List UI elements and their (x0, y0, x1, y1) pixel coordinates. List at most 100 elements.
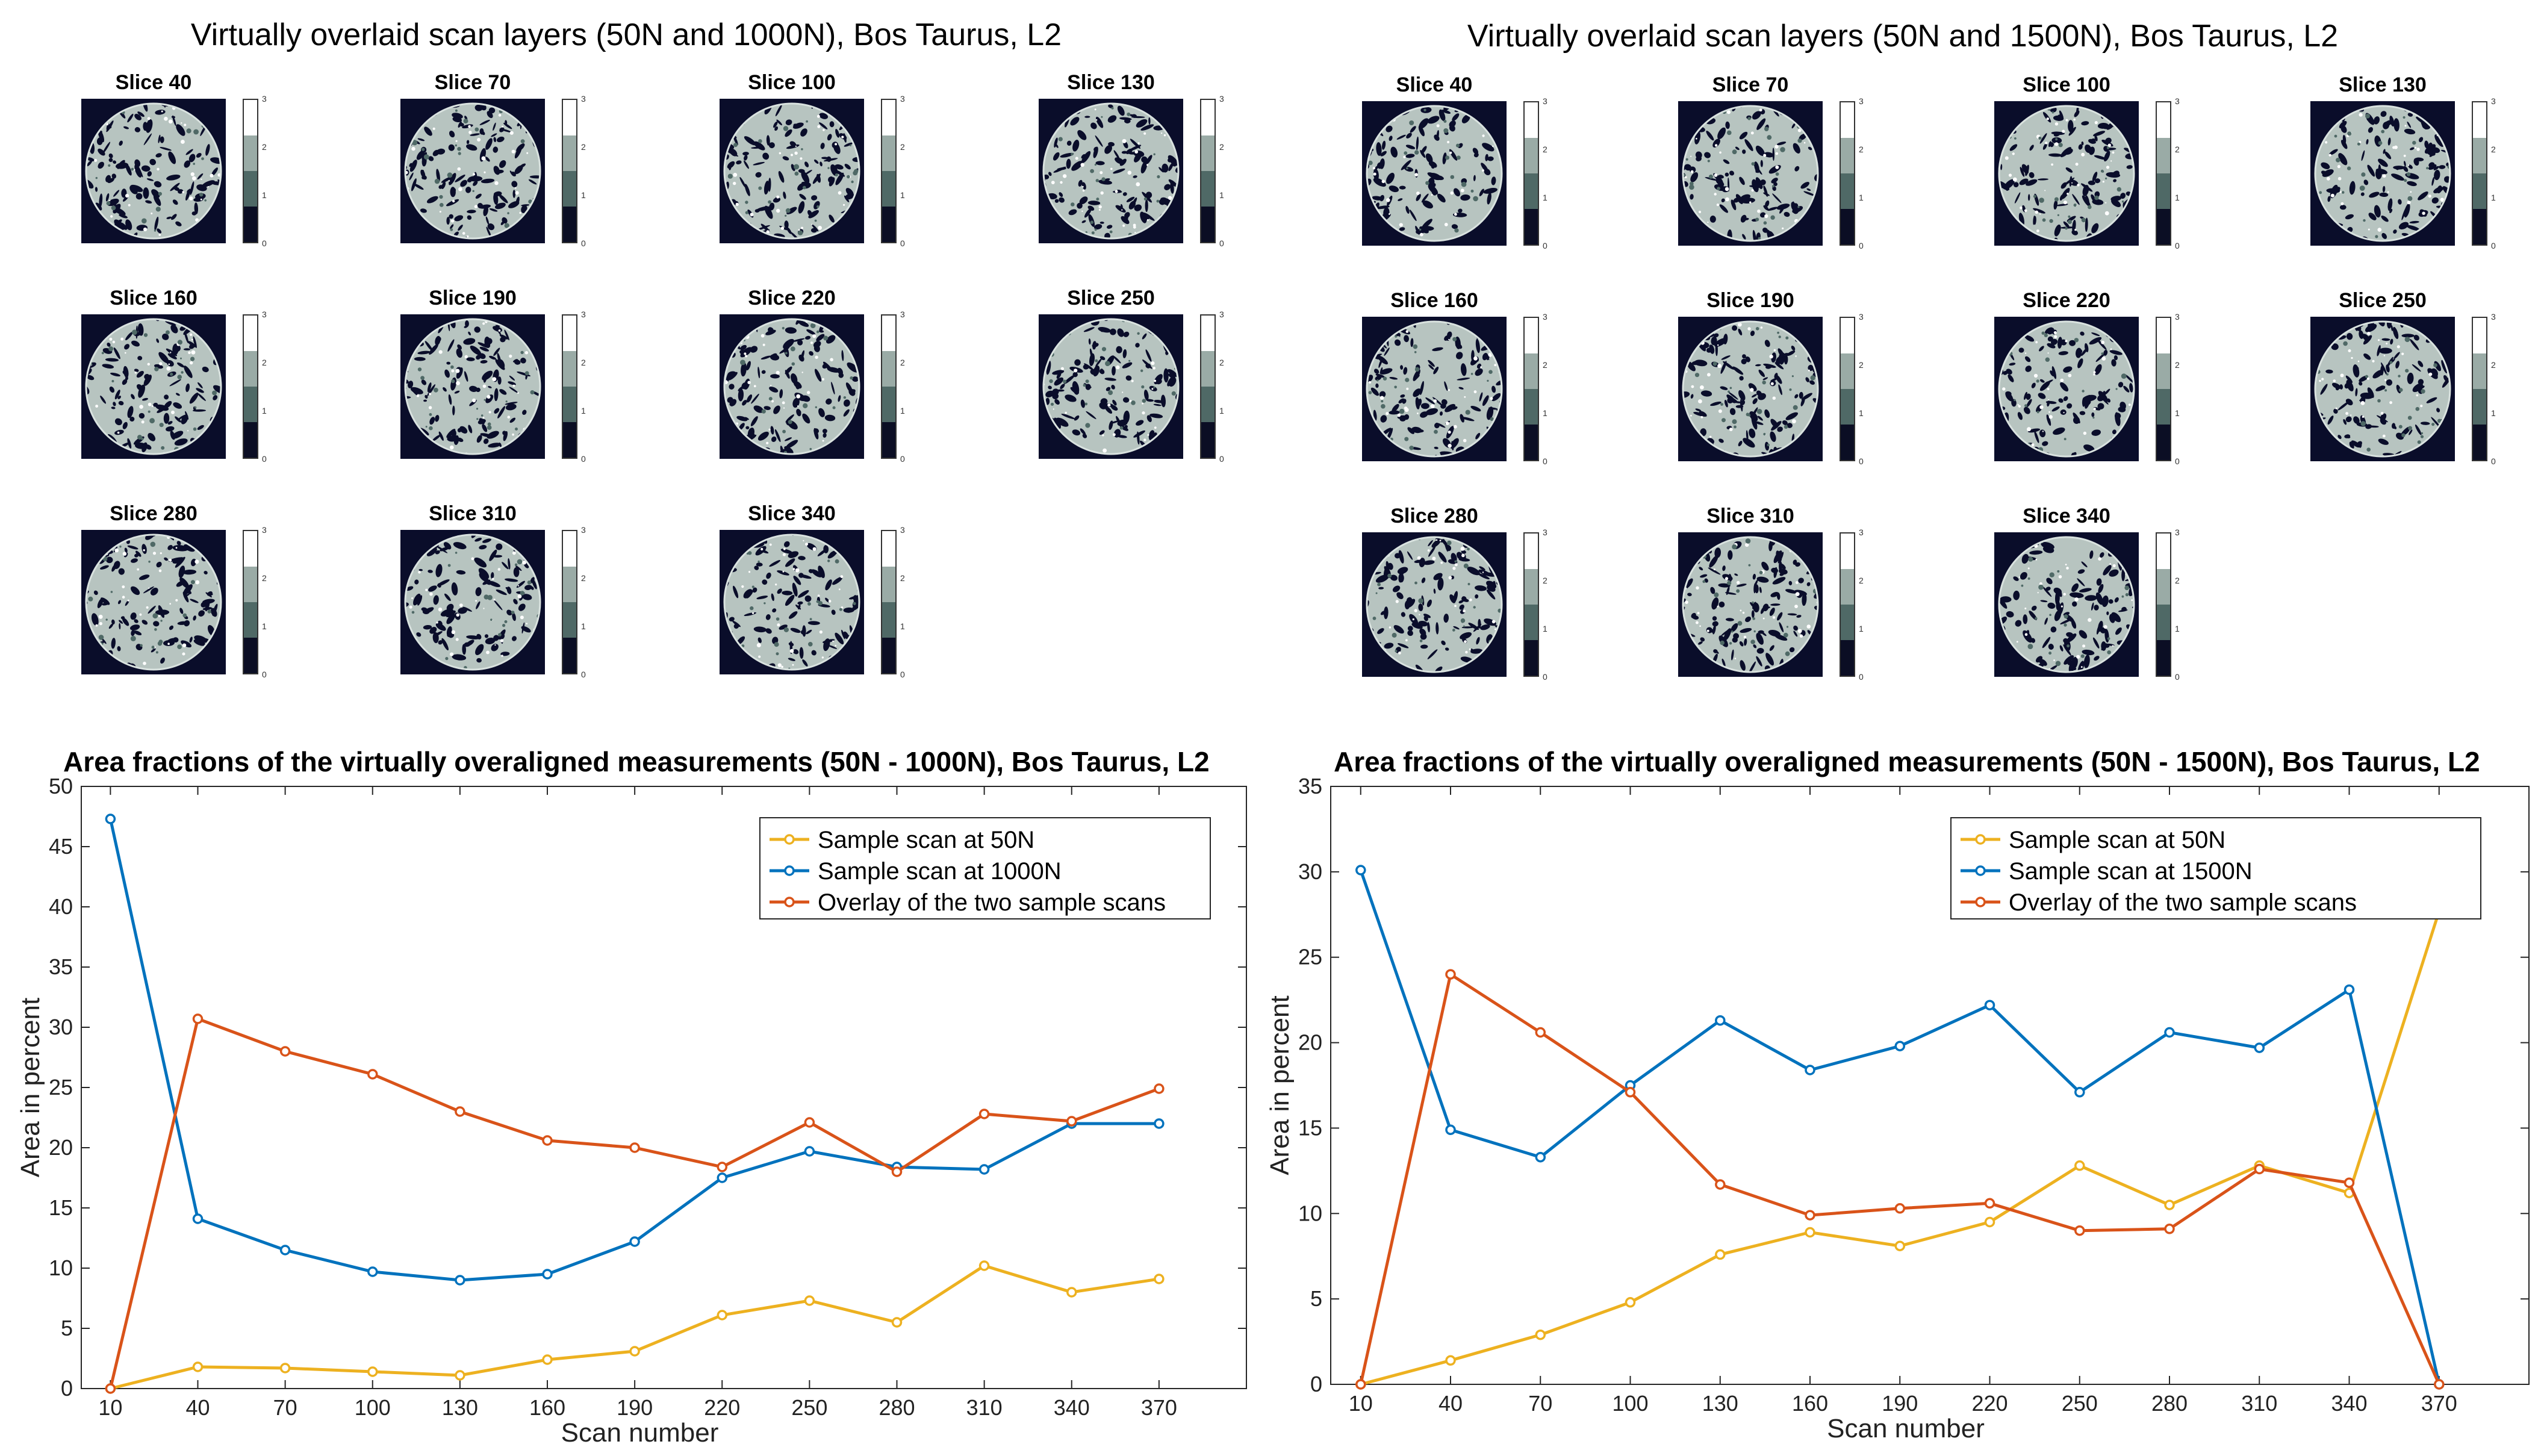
y-axis-label: Area in percent (1265, 995, 1295, 1175)
colorbar-tick-label: 3 (1543, 312, 1547, 322)
x-tick-label: 340 (2331, 1391, 2367, 1416)
colorbar (1840, 317, 1855, 461)
slice-title: Slice 280 (110, 502, 197, 525)
line-chart-left: 0 5 10 15 20 25 30 35 40 45 50 10 40 70 100 130 160 190 22… (16, 774, 1247, 1448)
data-point (1445, 1124, 1456, 1136)
colorbar-tick-label: 3 (581, 525, 586, 535)
legend-entry: Overlay of the two sample scans (818, 889, 1166, 916)
slice-figure: Slice 250 3 2 1 0 (2310, 289, 2541, 476)
colorbar-ticks: 3 2 1 0 (581, 94, 605, 248)
slice-figure: Slice 340 3 2 1 0 (720, 502, 1021, 689)
colorbar-tick-label: 0 (262, 670, 267, 679)
data-point (1894, 1203, 1906, 1214)
slice-scan-image (1994, 532, 2139, 677)
x-tick-label: 190 (1882, 1391, 1918, 1416)
slice-scan-image (1994, 317, 2139, 461)
colorbar-tick-label: 2 (2491, 145, 2496, 154)
data-point (2074, 1225, 2085, 1236)
colorbar-tick-label: 1 (581, 406, 586, 415)
slice-figure: Slice 220 3 2 1 0 (720, 287, 1021, 473)
colorbar (243, 99, 258, 243)
slice-title: Slice 310 (429, 502, 517, 525)
data-point (1715, 1249, 1726, 1260)
colorbar-tick-label: 3 (2175, 527, 2180, 537)
colorbar-tick-label: 0 (2491, 241, 2496, 250)
colorbar-ticks: 3 2 1 0 (581, 310, 605, 464)
slice-figure: Slice 310 3 2 1 0 (1678, 505, 1979, 691)
colorbar-tick-label: 0 (2175, 672, 2180, 682)
y-tick-label: 15 (1298, 1115, 1322, 1140)
legend-entry: Overlay of the two sample scans (2009, 889, 2357, 916)
colorbar-ticks: 3 2 1 0 (2175, 527, 2199, 682)
colorbar-tick-label: 0 (262, 454, 267, 464)
x-tick-label: 190 (617, 1395, 653, 1420)
slice-title: Slice 220 (748, 287, 836, 310)
slice-scan-image (1362, 317, 1507, 461)
y-tick-label: 15 (49, 1195, 73, 1220)
x-tick-label: 40 (185, 1395, 210, 1420)
data-point (1535, 1027, 1546, 1038)
colorbar (562, 99, 577, 243)
x-tick-label: 310 (2241, 1391, 2277, 1416)
slice-scan-image (2310, 317, 2455, 461)
slice-title: Slice 40 (115, 71, 192, 94)
colorbar (562, 530, 577, 674)
panel-title-right: Virtually overlaid scan layers (50N and … (1467, 19, 2339, 54)
slice-figure: Slice 100 3 2 1 0 (720, 71, 1021, 258)
data-point (105, 1383, 116, 1394)
colorbar-tick-label: 3 (2175, 312, 2180, 322)
slice-title: Slice 40 (1396, 73, 1473, 96)
y-tick-label: 25 (49, 1075, 73, 1100)
colorbar (881, 314, 897, 459)
slice-scan-image (2310, 101, 2455, 246)
slice-title: Slice 70 (434, 71, 511, 94)
colorbar-tick-label: 2 (900, 573, 905, 583)
data-point (804, 1117, 815, 1128)
x-tick-label: 220 (704, 1395, 740, 1420)
y-tick-label: 10 (1298, 1201, 1322, 1225)
x-tick-label: 340 (1054, 1395, 1090, 1420)
colorbar-tick-label: 1 (1859, 624, 1864, 633)
legend-swatch-marker (784, 834, 795, 845)
slice-figure: Slice 100 3 2 1 0 (1994, 73, 2295, 260)
data-point (1066, 1116, 1077, 1127)
slice-figure: Slice 70 3 2 1 0 (400, 71, 701, 258)
data-point (629, 1346, 640, 1357)
x-tick-label: 280 (879, 1395, 915, 1420)
data-point (542, 1269, 553, 1280)
colorbar-tick-label: 3 (1219, 94, 1224, 104)
x-tick-label: 280 (2151, 1391, 2188, 1416)
data-point (717, 1162, 728, 1172)
slice-title: Slice 340 (2023, 505, 2110, 527)
colorbar-tick-label: 3 (581, 94, 586, 104)
colorbar (1523, 317, 1539, 461)
y-tick-label: 25 (1298, 945, 1322, 969)
colorbar-tick-label: 1 (2491, 408, 2496, 418)
colorbar (1523, 532, 1539, 677)
data-point (1535, 1329, 1546, 1340)
legend-entry: Sample scan at 50N (818, 827, 1034, 853)
colorbar-ticks: 3 2 1 0 (1859, 527, 1883, 682)
slice-title: Slice 190 (1706, 289, 1794, 312)
data-point (1984, 1198, 1995, 1209)
chart-title-left: Area fractions of the virtually overalig… (63, 746, 1210, 777)
data-point (717, 1172, 728, 1183)
slice-scan-image (81, 530, 226, 674)
colorbar-ticks: 3 2 1 0 (2491, 312, 2515, 466)
data-point (1445, 969, 1456, 980)
y-tick-label: 40 (49, 894, 73, 919)
x-tick-label: 130 (442, 1395, 478, 1420)
panel-title-left: Virtually overlaid scan layers (50N and … (190, 17, 1062, 52)
colorbar-tick-label: 1 (2175, 408, 2180, 418)
colorbar-tick-label: 0 (900, 670, 905, 679)
colorbar-tick-label: 2 (2491, 360, 2496, 370)
slice-title: Slice 100 (748, 71, 836, 94)
data-point (2344, 984, 2355, 995)
colorbar (243, 314, 258, 459)
y-tick-label: 20 (49, 1135, 73, 1160)
colorbar-tick-label: 0 (581, 454, 586, 464)
colorbar-tick-label: 3 (1859, 312, 1864, 322)
colorbar-tick-label: 1 (262, 190, 267, 200)
x-tick-label: 160 (1792, 1391, 1828, 1416)
colorbar-tick-label: 2 (1219, 358, 1224, 367)
